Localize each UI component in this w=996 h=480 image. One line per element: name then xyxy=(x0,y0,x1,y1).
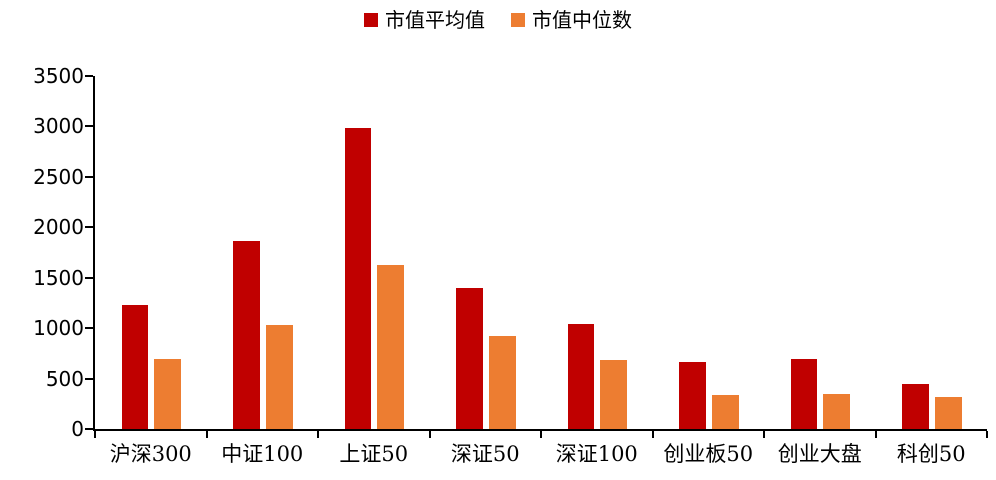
y-axis-tick xyxy=(85,125,93,128)
x-axis-tick xyxy=(651,431,654,438)
x-axis-tick xyxy=(317,431,319,438)
bar-median xyxy=(600,360,628,429)
x-axis-category-label: 创业大盘 xyxy=(777,442,862,466)
bar-median xyxy=(265,325,293,429)
y-axis-tick xyxy=(85,226,93,229)
bar-average xyxy=(456,287,483,429)
legend-swatch-median xyxy=(511,13,525,27)
bar-average xyxy=(679,362,706,429)
x-axis-tick xyxy=(986,431,988,438)
legend-label-average: 市值平均值 xyxy=(385,8,485,32)
y-axis-tick-label: 3000 xyxy=(33,114,84,139)
x-axis-tick xyxy=(205,431,208,438)
x-axis-tick xyxy=(874,431,877,438)
bar-average xyxy=(790,359,818,429)
y-axis-tick xyxy=(85,75,93,77)
x-axis-category-label: 创业板50 xyxy=(663,442,754,466)
y-axis-tick xyxy=(85,377,93,380)
y-axis-tick xyxy=(85,175,93,178)
y-axis-tick-label: 2000 xyxy=(33,215,84,240)
bar-average xyxy=(567,324,595,429)
bar-median xyxy=(488,336,516,429)
y-axis-tick-label: 500 xyxy=(45,366,84,391)
x-axis-tick xyxy=(540,431,542,438)
bar-average xyxy=(344,128,372,429)
y-axis-tick-label: 1500 xyxy=(33,265,84,290)
y-axis-line xyxy=(93,76,95,431)
legend-swatch-average xyxy=(364,13,378,27)
y-axis-tick-label: 3500 xyxy=(33,64,84,88)
bar-average xyxy=(233,241,260,429)
x-axis-tick xyxy=(428,431,431,438)
bar-median xyxy=(934,396,962,429)
y-axis-tick xyxy=(85,428,93,430)
x-axis-category-label: 沪深300 xyxy=(109,442,192,466)
bar-median xyxy=(154,359,182,429)
bar-median xyxy=(711,394,739,429)
x-axis-category-label: 深证100 xyxy=(555,442,638,466)
bar-median xyxy=(377,264,405,429)
x-axis-category-label: 中证100 xyxy=(221,442,304,466)
x-axis-line xyxy=(93,429,987,431)
bar-median xyxy=(823,393,851,429)
x-axis-tick xyxy=(94,431,96,438)
y-axis-tick-label: 1000 xyxy=(33,316,84,341)
legend: 市值平均值 市值中位数 xyxy=(0,6,996,34)
y-axis-tick-label: 2500 xyxy=(33,164,84,189)
x-axis-tick xyxy=(763,431,765,438)
legend-item-average: 市值平均值 xyxy=(364,6,485,34)
x-axis-category-label: 上证50 xyxy=(339,442,409,466)
bar-average xyxy=(902,383,929,429)
legend-label-median: 市值中位数 xyxy=(532,8,632,32)
y-axis-tick-label: 0 xyxy=(71,417,84,441)
y-axis-tick xyxy=(85,276,93,279)
bar-average xyxy=(121,304,149,429)
legend-item-median: 市值中位数 xyxy=(511,6,632,34)
x-axis-category-label: 科创50 xyxy=(896,442,966,466)
x-axis-category-label: 深证50 xyxy=(450,442,520,466)
y-axis-tick xyxy=(85,327,93,330)
